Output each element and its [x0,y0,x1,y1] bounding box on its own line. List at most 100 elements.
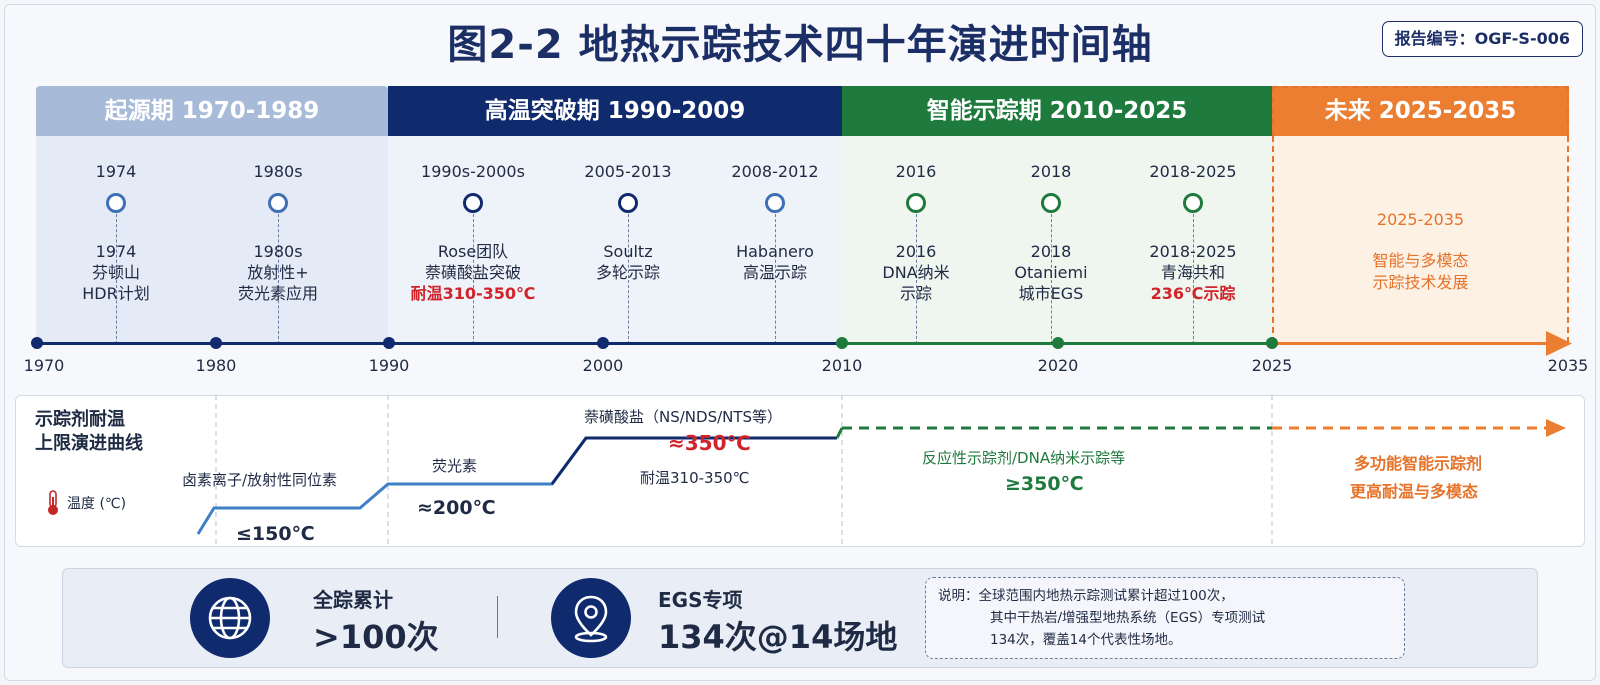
period-body-future [1272,136,1569,343]
report-number-badge: 报告编号：OGF-S-006 [1381,21,1583,57]
event-stem [1051,214,1052,344]
event-marker [268,193,288,213]
event-marker [906,193,926,213]
event-line: Rose团队 [437,242,509,261]
curve-title-line: 示踪剂耐温 [35,409,125,430]
note-line: 其中干热岩/增强型地热系统（EGS）专项测试 [990,610,1266,626]
event-description: 2018-2025 青海共和 236℃示踪 [1113,241,1273,304]
event-marker [1183,193,1203,213]
period-body-smart [842,136,1272,343]
event-description: Soultz 多轮示踪 [548,241,708,283]
event-year: 2018 [1030,162,1072,181]
tick-label-1970: 1970 [23,356,65,375]
event-year: 1974 [95,162,137,181]
event-line: 芬顿山 [91,263,140,282]
event-line: 1980s [253,242,303,261]
event-stem [628,214,629,344]
future-years: 2025-2035 [1376,210,1465,229]
curve-label-reactive: 反应性示踪剂/DNA纳米示踪等 [922,449,1126,467]
tick-label-2020: 2020 [1037,356,1079,375]
thermometer-icon [48,490,58,515]
event-line: 2018-2025 [1149,242,1237,261]
tick-label-1990: 1990 [368,356,410,375]
event-stem [916,214,917,344]
event-line: DNA纳米 [882,263,950,282]
tick-dot-2025 [1266,337,1278,349]
temperature-curve-panel [15,395,1585,547]
note-line: 说明：全球范围内地热示踪测试累计超过100次， [938,588,1234,604]
tick-dot-2020 [1052,337,1064,349]
event-marker [765,193,785,213]
event-marker [618,193,638,213]
event-highlight: 耐温310-350℃ [410,284,536,303]
event-line: 2018 [1030,242,1072,261]
curve-label-future-1: 多功能智能示踪剂 [1354,454,1483,473]
event-stem [775,214,776,344]
curve-title: 示踪剂耐温 上限演进曲线 [35,408,143,456]
event-line: 多轮示踪 [595,263,660,282]
tick-dot-2000 [597,337,609,349]
stat-divider [497,596,498,638]
period-header-future: 未来 2025-2035 [1272,86,1569,136]
location-pin-icon [551,578,631,658]
event-description: Habanero 高温示踪 [695,241,855,283]
future-line: 智能与多模态 [1372,251,1469,270]
event-highlight: 236℃示踪 [1150,284,1236,303]
stat-value-egs: 134次@14场地 [658,618,898,656]
event-year: 2016 [895,162,937,181]
tick-label-2025: 2025 [1251,356,1293,375]
temperature-legend: 温度 (℃) [45,490,126,516]
future-description: 智能与多模态 示踪技术发展 [1272,250,1569,294]
event-line: 放射性+ [247,263,309,282]
stat-value-total: >100次 [313,618,439,656]
event-stem [1193,214,1194,344]
tick-label-2010: 2010 [821,356,863,375]
figure-title: 图2-2 地热示踪技术四十年演进时间轴 [447,22,1153,68]
event-line: Habanero [736,242,814,261]
curve-value-naphthalene: ≈350℃ [668,431,751,455]
period-body-high-temp [388,136,842,343]
event-year: 2018-2025 [1149,162,1237,181]
curve-label-future-2: 更高耐温与多模态 [1350,482,1479,501]
axis-segment-future [1272,342,1550,345]
curve-label-naphthalene: 萘磺酸盐（NS/NDS/NTS等） [584,408,783,426]
event-line: 示踪 [899,284,932,303]
curve-value-reactive: ≥350℃ [1005,473,1084,495]
event-line: Soultz [603,242,653,261]
event-line: 高温示踪 [742,263,807,282]
event-description: 2018 Otaniemi 城市EGS [971,241,1131,304]
event-line: 荧光素应用 [237,284,318,303]
event-description: Rose团队 萘磺酸盐突破 耐温310-350℃ [393,241,553,304]
globe-icon [190,578,270,658]
curve-label-halogen: 卤素离子/放射性同位素 [182,471,338,489]
period-body-origin [36,136,388,343]
stat-label-total: 全踪累计 [313,588,393,612]
tick-dot-2010 [836,337,848,349]
stat-label-egs: EGS专项 [658,588,743,612]
event-line: Otaniemi [1014,263,1088,282]
event-year: 1980s [253,162,303,181]
event-line: 1974 [95,242,137,261]
event-year: 1990s-2000s [421,162,525,181]
curve-title-line: 上限演进曲线 [35,433,143,454]
tick-label-2035: 2035 [1547,356,1589,375]
curve-value-halogen: ≤150℃ [236,523,315,545]
tick-label-2000: 2000 [582,356,624,375]
event-description: 2016 DNA纳米 示踪 [836,241,996,304]
curve-value-fluorescein: ≈200℃ [417,497,496,519]
curve-label-naphthalene-sub: 耐温310-350℃ [640,469,750,487]
note-box: 说明：全球范围内地热示踪测试累计超过100次， 其中干热岩/增强型地热系统（EG… [925,577,1405,659]
event-marker [106,193,126,213]
future-line: 示踪技术发展 [1372,273,1469,292]
event-marker [463,193,483,213]
event-description: 1980s 放射性+ 荧光素应用 [198,241,358,304]
temperature-legend-label: 温度 (℃) [67,496,127,512]
event-year: 2005-2013 [584,162,672,181]
event-line: 青海共和 [1160,263,1225,282]
event-line: 城市EGS [1018,284,1084,303]
note-line: 134次，覆盖14个代表性场地。 [990,632,1182,648]
tick-dot-1990 [383,337,395,349]
event-description: 1974 芬顿山 HDR计划 [36,241,196,304]
event-line: 萘磺酸盐突破 [424,263,521,282]
